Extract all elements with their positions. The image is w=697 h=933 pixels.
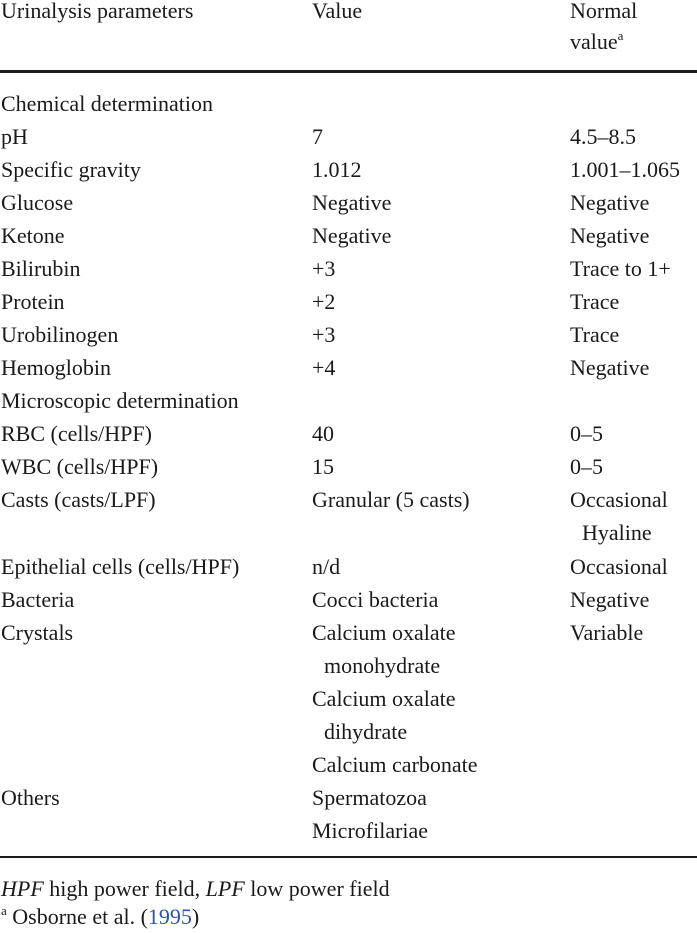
header-normal-line2: valuea: [570, 28, 624, 54]
row-value: +2: [312, 289, 336, 314]
reference-link[interactable]: 1995: [147, 904, 192, 929]
row-value-continued: dihydrate: [324, 719, 408, 744]
row-normal: Negative: [570, 355, 650, 380]
header-value: Value: [312, 0, 363, 23]
row-value: 7: [312, 124, 323, 149]
header-normal-line1: Normal: [570, 0, 638, 23]
row-normal: Negative: [570, 223, 650, 248]
row-value: 15: [312, 454, 334, 479]
row-normal: Occasional: [570, 487, 668, 512]
row-normal: Occasional: [570, 554, 668, 579]
row-param: Epithelial cells (cells/HPF): [1, 554, 240, 579]
row-normal: 0–5: [570, 421, 603, 446]
row-param: Urobilinogen: [1, 322, 119, 347]
footnote-reference: a Osborne et al. (1995): [1, 903, 200, 929]
row-param: Bacteria: [1, 587, 75, 612]
row-value-continued: monohydrate: [324, 653, 441, 678]
header-rule: [0, 70, 697, 73]
row-param: Crystals: [1, 620, 74, 645]
row-param: Casts (casts/LPF): [1, 487, 156, 512]
row-value: +3: [312, 256, 336, 281]
row-param: RBC (cells/HPF): [1, 421, 152, 446]
row-param: Specific gravity: [1, 157, 141, 182]
row-value-continued: Calcium oxalate: [312, 686, 456, 711]
row-normal-continued: Hyaline: [582, 520, 652, 545]
row-param: WBC (cells/HPF): [1, 454, 159, 479]
row-param: pH: [1, 124, 28, 149]
header-parameters: Urinalysis parameters: [1, 0, 194, 23]
row-value: +3: [312, 322, 336, 347]
row-normal: 1.001–1.065: [570, 157, 680, 182]
row-value: Calcium oxalate: [312, 620, 456, 645]
footnote-abbreviations: HPF high power field, LPF low power fiel…: [1, 876, 390, 901]
row-normal: Negative: [570, 190, 650, 215]
section-microscopic: Microscopic determination: [1, 388, 239, 413]
row-normal: Negative: [570, 587, 650, 612]
row-normal: Trace to 1+: [570, 256, 671, 281]
row-param: Others: [1, 785, 60, 810]
row-param: Bilirubin: [1, 256, 81, 281]
row-value: 1.012: [312, 157, 362, 182]
row-value: 40: [312, 421, 334, 446]
row-value: Cocci bacteria: [312, 587, 439, 612]
row-value: +4: [312, 355, 336, 380]
footer-rule: [0, 856, 697, 858]
row-param: Ketone: [1, 223, 65, 248]
row-value-continued: Microfilariae: [312, 818, 429, 843]
section-chemical: Chemical determination: [1, 91, 213, 116]
row-normal: Variable: [570, 620, 644, 645]
row-value: Granular (5 casts): [312, 487, 470, 512]
row-value: Negative: [312, 190, 392, 215]
row-value: n/d: [312, 554, 341, 579]
row-param: Hemoglobin: [1, 355, 111, 380]
row-param: Glucose: [1, 190, 74, 215]
row-value: Spermatozoa: [312, 785, 427, 810]
row-normal: 4.5–8.5: [570, 124, 636, 149]
row-param: Protein: [1, 289, 65, 314]
row-normal: Trace: [570, 289, 620, 314]
row-normal: 0–5: [570, 454, 603, 479]
row-value: Negative: [312, 223, 392, 248]
row-normal: Trace: [570, 322, 620, 347]
row-value-continued: Calcium carbonate: [312, 752, 478, 777]
